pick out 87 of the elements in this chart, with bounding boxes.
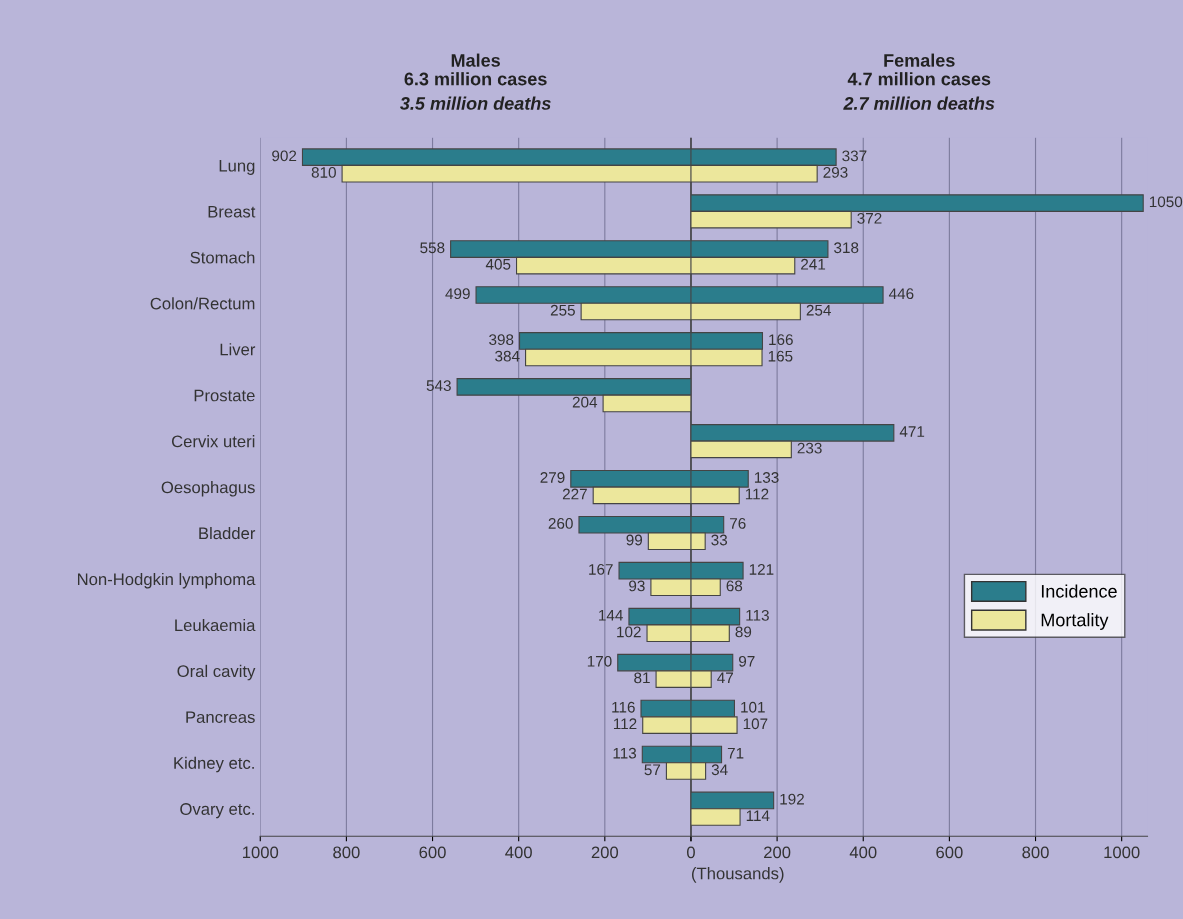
x-tick-label: 800 [1022,846,1049,859]
y-tick-label: Leukaemia [175,618,256,632]
data-label: 254 [806,304,831,316]
x-tick-label: 800 [333,846,360,859]
data-label: 405 [485,258,511,270]
data-label: 227 [562,488,587,500]
data-label: 97 [739,655,755,667]
y-tick-label: Breast [208,205,256,218]
legend-label: Mortality [1041,613,1109,630]
x-tick-label: 400 [849,846,877,859]
data-label: 260 [548,518,573,529]
data-label: 810 [311,166,336,178]
y-tick-label: Oesophagus [161,481,255,497]
data-label: 113 [746,609,769,621]
data-label: 204 [572,396,598,408]
data-label: 233 [797,442,822,454]
x-axis-title: (Thousands) [692,867,784,883]
data-label: 384 [495,350,520,362]
data-label: 93 [629,580,645,592]
text: 4.7 million cases [847,72,991,86]
y-tick-label: Stomach [190,251,255,264]
y-tick-label: Liver [220,343,256,356]
data-label: 398 [489,334,514,346]
data-label: 446 [888,288,914,300]
data-label: 165 [768,350,793,362]
chart-title: Females [884,53,955,67]
y-tick-label: Oral cavity [177,664,256,681]
data-label: 133 [754,472,779,483]
data-label: 337 [842,150,867,162]
y-tick-label: Colon/Rectum [150,297,255,310]
data-label: 116 [612,701,635,713]
text: 2.7 million deaths [843,96,995,110]
data-label: 101 [741,701,765,713]
data-label: 543 [426,380,451,391]
data-label: 241 [801,258,826,270]
x-tick-label: 600 [936,846,963,859]
data-label: 293 [823,166,848,178]
y-tick-label: Lung [219,159,255,175]
text: 6.3 million cases [404,72,547,86]
data-label: 166 [769,334,793,346]
data-label: 113 [613,747,637,759]
data-label: 47 [717,672,733,684]
chart-title: Males [451,53,500,67]
data-label: 102 [617,626,641,638]
y-tick-label: Kidney etc. [174,756,254,773]
data-label: 107 [743,718,768,730]
data-label: 170 [587,655,612,667]
data-label: 558 [420,242,445,254]
data-label: 114 [746,810,770,821]
data-label: 318 [834,242,859,254]
y-tick-label: Non-Hodgkin lymphoma [77,572,256,589]
data-label: 255 [550,304,575,316]
data-label: 192 [780,793,804,805]
data-label: 144 [599,610,623,621]
data-label: 471 [899,426,925,437]
legend-label: Incidence [1041,584,1117,598]
text: 3.5 million deaths [400,96,551,110]
data-label: 167 [589,563,613,575]
y-tick-label: Cervix uteri [171,435,255,448]
data-label: 81 [634,672,650,684]
x-tick-label: 1000 [242,846,279,859]
x-tick-label: 0 [686,846,695,859]
data-label: 76 [730,518,746,529]
data-label: 121 [749,563,774,575]
x-tick-label: 400 [505,846,532,859]
data-label: 1050 [1149,196,1183,208]
data-label: 71 [727,747,744,759]
y-tick-label: Ovary etc. [180,803,254,819]
data-label: 57 [644,764,661,776]
x-tick-label: 200 [591,846,619,859]
data-label: 499 [445,288,470,300]
x-tick-label: 1000 [1104,846,1140,859]
data-label: 68 [726,580,743,592]
data-label: 33 [711,534,728,546]
data-label: 279 [540,472,565,483]
data-label: 99 [626,534,643,546]
data-label: 112 [613,718,637,730]
y-tick-label: Prostate [194,389,255,402]
x-tick-label: 200 [764,846,791,859]
data-label: 34 [711,764,728,776]
y-tick-label: Bladder [199,526,256,540]
data-label: 112 [745,488,769,500]
data-label: 902 [272,150,297,162]
x-tick-label: 600 [419,846,446,859]
y-tick-label: Pancreas [186,711,255,724]
data-label: 372 [857,212,882,224]
data-label: 89 [735,626,752,638]
